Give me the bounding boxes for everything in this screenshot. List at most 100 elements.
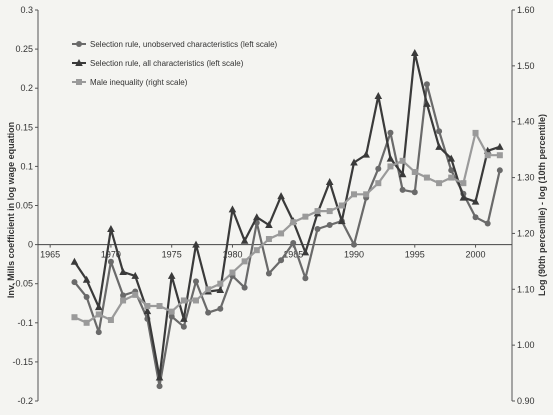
y-tick-label-left: 0.3 [20,5,33,15]
data-point [326,222,333,229]
data-point [70,257,79,265]
data-point [387,129,394,136]
data-point [94,303,103,311]
y-tick-label-right: 1.00 [517,340,535,350]
data-point [180,314,188,322]
data-point [71,314,78,321]
data-point [290,219,297,226]
data-point [241,284,248,291]
data-point [423,99,431,107]
data-point [83,293,90,300]
series-layer [70,49,504,390]
y-tick-label-left: -0.2 [17,396,33,406]
data-point [459,193,468,201]
data-point [399,157,406,164]
y-tick-label-left: -0.05 [12,279,33,289]
y-tick-label-right: 1.50 [517,61,535,71]
data-point [314,208,321,215]
data-point [301,248,310,256]
y-tick-label-right: 1.30 [517,173,535,183]
data-point [107,258,114,265]
data-point [423,174,430,181]
x-tick-label: 1990 [344,250,364,260]
data-point [180,297,187,304]
y-tick-label-right: 0.90 [517,396,535,406]
data-point [156,303,163,310]
data-point [448,167,455,174]
data-point [435,142,443,150]
data-point [240,236,249,244]
data-point [107,224,115,232]
data-point [460,180,467,187]
data-point [217,305,224,312]
data-point [496,167,503,174]
x-tick-label: 1975 [162,250,182,260]
data-point [436,128,443,135]
data-point [71,279,78,286]
data-point [472,214,479,221]
data-point [82,275,91,283]
x-tick-label: 1980 [222,250,242,260]
data-point [277,192,285,200]
data-point [363,191,370,198]
y-tick-label-left: 0.05 [15,201,33,211]
data-point [411,168,418,175]
y-tick-label-left: 0.1 [20,161,33,171]
y-tick-label-left: 0.15 [15,122,33,132]
data-point [314,225,321,232]
data-point [496,152,503,159]
data-point [95,329,102,336]
data-point [193,297,199,304]
data-point [252,213,261,221]
data-point [241,258,248,265]
legend-label: Selection rule, unobserved characteristi… [90,40,278,49]
data-point [398,170,407,178]
x-tick-label: 1965 [40,250,60,260]
data-point [484,220,491,227]
data-point [423,81,430,88]
data-point [326,208,333,215]
data-point [387,163,394,170]
y-tick-label-left: 0.25 [15,44,33,54]
data-point [229,269,236,276]
data-point [193,278,199,285]
data-point [472,129,479,136]
data-point [496,142,504,150]
data-point [205,286,212,293]
data-point [386,154,395,162]
data-point [217,280,224,287]
data-point [350,158,358,166]
x-tick-label: 1970 [101,250,121,260]
data-point [192,240,200,248]
data-point [265,236,272,243]
data-point [265,221,273,229]
legend-marker [76,41,82,47]
x-tick-label: 1995 [405,250,425,260]
data-point [120,292,127,299]
series-square [71,129,503,326]
x-tick-label: 1985 [283,250,303,260]
legend-marker [76,79,82,85]
data-point [120,297,127,304]
data-point [132,291,139,298]
y-axis-title-left: Inv. Mills coefficient in log wage equat… [6,122,16,298]
data-point [265,270,272,277]
data-point [278,230,285,237]
data-point [168,308,175,315]
data-point [362,150,370,158]
data-point [155,373,164,381]
y-tick-label-right: 1.60 [517,5,535,15]
legend-label: Male inequality (right scale) [90,78,188,87]
data-point [253,247,260,254]
data-point [410,49,419,57]
data-point [95,311,102,318]
y-tick-label-right: 1.10 [517,284,535,294]
data-point [325,178,334,186]
data-point [107,317,114,324]
data-point [156,383,163,390]
data-point [290,240,297,247]
y-tick-label-left: -0.1 [17,318,33,328]
data-point [143,307,152,315]
data-point [399,186,406,193]
